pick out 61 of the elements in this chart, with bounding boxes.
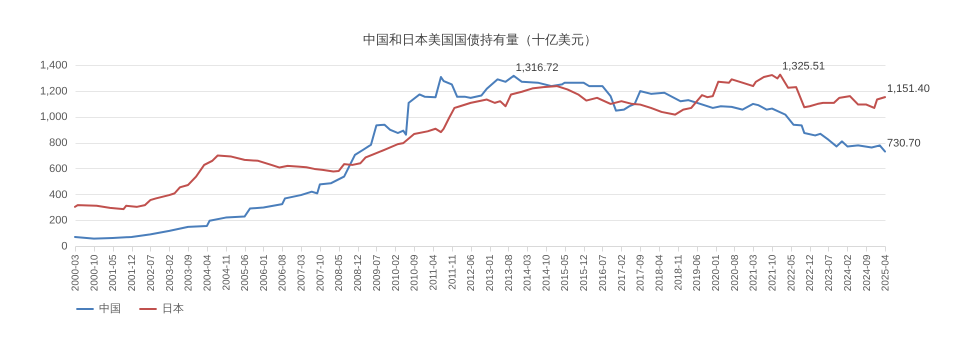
x-tick-label: 2021-03: [748, 254, 760, 292]
y-tick-label: 1,000: [40, 111, 68, 124]
x-tick-label: 2022-05: [786, 254, 798, 292]
x-tick-label: 2017-09: [636, 254, 647, 292]
x-tick-label: 2020-08: [730, 254, 741, 292]
y-tick-label: 800: [49, 137, 68, 150]
x-tick-label: 2007-10: [315, 254, 326, 292]
legend-label: 日本: [162, 302, 184, 315]
x-tick-label: 2018-04: [654, 254, 666, 292]
x-tick-label: 2015-05: [560, 254, 572, 292]
legend-label: 中国: [99, 302, 121, 315]
data-label: 1,325.51: [782, 60, 825, 73]
x-tick-label: 2013-08: [504, 254, 515, 292]
x-tick-label: 2021-10: [768, 254, 779, 292]
x-tick-label: 2000-10: [89, 254, 100, 292]
x-tick-label: 2014-10: [541, 254, 552, 292]
x-tick-label: 2024-02: [842, 254, 854, 292]
x-tick-label: 2008-12: [353, 254, 364, 292]
x-tick-label: 2003-09: [184, 254, 195, 292]
x-tick-label: 2014-03: [522, 254, 534, 292]
x-tick-label: 2023-07: [824, 254, 835, 292]
y-tick-label: 200: [49, 214, 68, 227]
x-tick-label: 2004-04: [202, 254, 214, 292]
x-tick-label: 2011-11: [447, 254, 458, 290]
x-tick-label: 2005-06: [240, 254, 252, 292]
data-label: 1,151.40: [887, 83, 930, 96]
x-tick-label: 2017-02: [616, 254, 628, 292]
line-series: [74, 74, 886, 210]
y-tick-label: 1,400: [40, 60, 68, 72]
x-tick-label: 2012-06: [466, 254, 478, 292]
x-tick-label: 2003-02: [164, 254, 176, 292]
x-tick-label: 2024-09: [862, 254, 873, 292]
x-tick-label: 2011-04: [428, 254, 440, 290]
x-tick-label: 2009-07: [372, 254, 383, 292]
y-tick-label: 600: [49, 162, 68, 175]
x-tick-label: 2010-02: [390, 254, 402, 292]
y-tick-label: 1,200: [40, 85, 68, 98]
chart-title: 中国和日本美国国债持有量（十亿美元）: [363, 32, 597, 47]
x-tick-label: 2006-08: [278, 254, 289, 292]
x-tick-label: 2016-07: [598, 254, 609, 292]
x-tick-label: 2000-03: [70, 254, 82, 292]
x-tick-label: 2008-05: [334, 254, 346, 292]
data-label: 1,316.72: [516, 62, 559, 74]
y-tick-label: 400: [49, 188, 68, 201]
x-tick-label: 2025-04: [880, 254, 892, 292]
line-series: [74, 74, 886, 240]
x-tick-label: 2001-05: [108, 254, 120, 292]
x-tick-label: 2001-12: [127, 254, 138, 292]
x-tick-label: 2015-12: [579, 254, 590, 292]
x-tick-label: 2013-01: [485, 254, 496, 292]
x-tick-label: 2006-01: [258, 254, 270, 292]
x-tick-label: 2007-03: [296, 254, 308, 292]
x-tick-label: 2004-11: [221, 254, 232, 290]
y-tick-label: 0: [61, 240, 68, 252]
x-tick-label: 2002-07: [146, 254, 157, 292]
x-tick-label: 2010-09: [410, 254, 421, 292]
x-tick-label: 2019-06: [692, 254, 704, 292]
x-tick-label: 2018-11: [673, 254, 684, 290]
x-tick-label: 2022-12: [805, 254, 816, 292]
data-label: 730.70: [887, 138, 921, 150]
x-tick-label: 2020-01: [711, 254, 722, 292]
